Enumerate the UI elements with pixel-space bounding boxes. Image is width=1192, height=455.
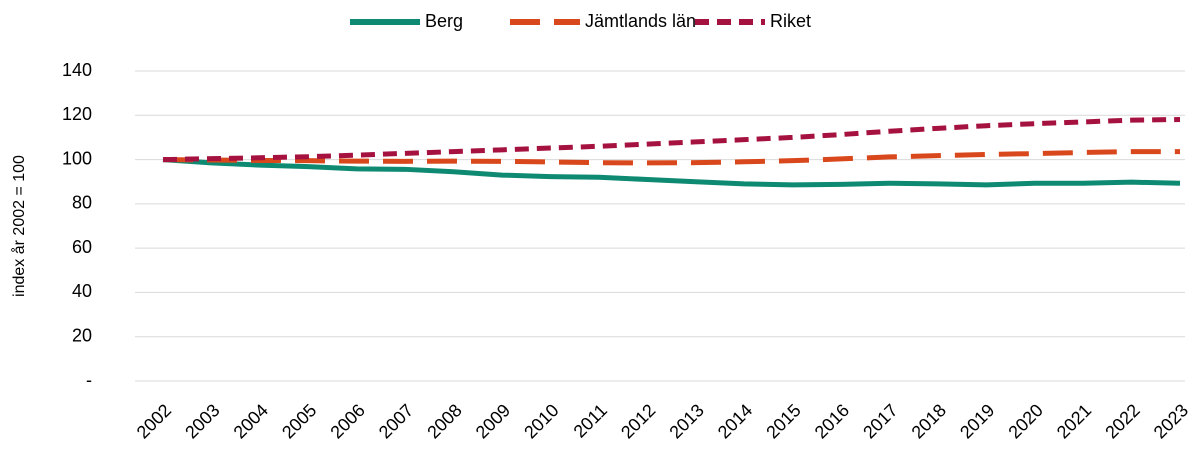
x-tick-label: 2017: [859, 400, 901, 442]
x-tick-label: 2015: [762, 400, 804, 442]
x-tick-label: 2007: [375, 400, 417, 442]
x-tick-label: 2014: [714, 400, 756, 442]
x-tick-label: 2019: [956, 400, 998, 442]
legend-label: Berg: [425, 11, 463, 31]
legend-label: Riket: [770, 11, 811, 31]
x-tick-label: 2022: [1101, 400, 1143, 442]
x-tick-label: 2016: [811, 400, 853, 442]
line-series: [162, 116, 1181, 163]
x-tick-label: 2021: [1053, 400, 1095, 442]
x-tick-label: 2006: [326, 400, 368, 442]
x-tick-label: 2011: [570, 400, 612, 442]
y-tick-label: 80: [72, 193, 92, 213]
y-tick-label: 20: [72, 325, 92, 345]
x-tick-label: 2005: [278, 400, 320, 442]
y-tick-label: 40: [72, 281, 92, 301]
y-tick-label: 60: [72, 237, 92, 257]
y-tick-label: 120: [62, 104, 92, 124]
x-tick-label: 2013: [665, 400, 707, 442]
x-tick-label: 2023: [1150, 400, 1192, 442]
y-tick-label: 100: [62, 148, 92, 168]
x-tick-label: 2018: [908, 400, 950, 442]
legend-label: Jämtlands län: [585, 11, 696, 31]
y-tick-label: -: [86, 370, 92, 390]
x-tick-label: 2002: [133, 400, 175, 442]
line-series: [162, 149, 1180, 166]
y-axis-label: index år 2002 = 100: [10, 155, 28, 297]
x-tick-label: 2003: [181, 400, 223, 442]
x-tick-label: 2012: [617, 400, 659, 442]
x-tick-label: 2009: [472, 400, 514, 442]
x-tick-label: 2004: [230, 400, 272, 442]
y-tick-label: 140: [62, 60, 92, 80]
line-series: [162, 157, 1181, 188]
x-tick-label: 2008: [423, 400, 465, 442]
x-tick-label: 2020: [1004, 400, 1046, 442]
x-tick-label: 2010: [520, 400, 562, 442]
